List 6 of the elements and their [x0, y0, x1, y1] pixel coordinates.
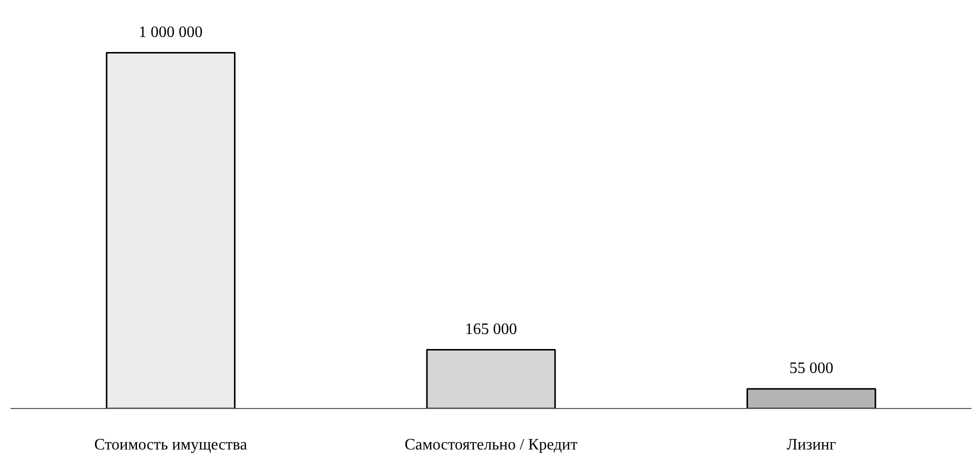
- data-label: 55 000: [789, 360, 834, 377]
- x-tick-label: Самостоятельно / Кредит: [404, 436, 578, 454]
- data-label: 1 000 000: [138, 24, 203, 41]
- x-tick-label: Лизинг: [786, 436, 836, 454]
- data-label: 165 000: [465, 320, 517, 338]
- x-tick-label: Стоимость имущества: [94, 436, 248, 454]
